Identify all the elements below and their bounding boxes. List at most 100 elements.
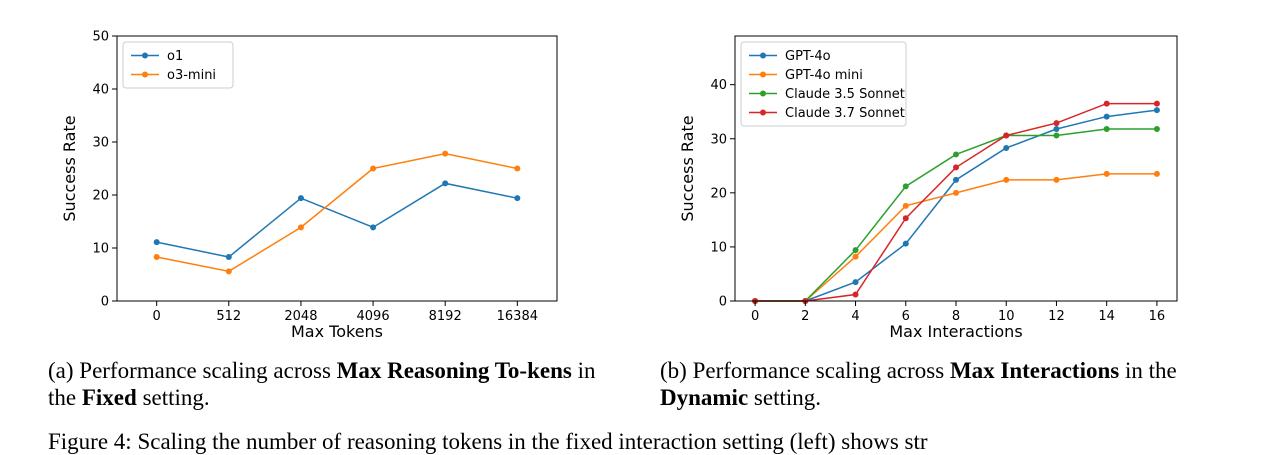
caption-left-prefix: (a) Performance scaling across [48, 358, 337, 383]
right-ytick-label: 10 [710, 240, 727, 255]
left-point-1-3 [370, 165, 377, 172]
right-xtick-label: 14 [1098, 309, 1115, 324]
right-series-line-0 [755, 109, 1158, 302]
caption-right-bold2: Dynamic [660, 385, 749, 410]
right-legend-label-3: Claude 3.7 Sonnet [785, 106, 905, 121]
right-point-3-6 [1053, 120, 1060, 127]
left-legend: o1 o3-mini [122, 41, 234, 89]
right-legend-marker-1 [760, 71, 766, 78]
right-point-1-7 [1103, 170, 1110, 177]
right-legend-marker-3 [760, 109, 766, 116]
left-xtick-label: 512 [216, 309, 241, 324]
right-xtick-label: 0 [751, 309, 759, 324]
left-legend-marker-0 [142, 52, 148, 59]
right-point-3-5 [1003, 132, 1010, 139]
left-xtick-label: 16384 [497, 309, 538, 324]
caption-right: (b) Performance scaling across Max Inter… [660, 357, 1250, 411]
left-y-ticks: 0 10 20 30 40 50 [92, 30, 117, 310]
left-series-line-0 [156, 182, 518, 258]
right-point-3-2 [852, 291, 859, 298]
left-point-1-0 [153, 254, 160, 261]
right-legend-label-2: Claude 3.5 Sonnet [785, 87, 905, 102]
right-point-1-8 [1153, 170, 1160, 177]
left-ytick-label: 40 [92, 83, 109, 98]
right-legend-marker-2 [760, 90, 766, 97]
left-point-1-4 [442, 150, 449, 157]
left-y-axis-label: Success Rate [60, 115, 79, 221]
right-series-line-3 [755, 102, 1157, 302]
right-ytick-label: 40 [710, 78, 727, 93]
caption-right-bold1: Max Interactions [949, 358, 1120, 383]
left-series-line-1 [156, 152, 518, 273]
right-point-0-2 [852, 279, 859, 286]
caption-left-suffix: setting. [136, 385, 210, 410]
caption-left: (a) Performance scaling across Max Reaso… [48, 357, 623, 411]
right-xtick-label: 16 [1149, 309, 1166, 324]
right-chart: 0 10 20 30 40 0 2 4 6 8 10 12 14 16 Max Interactions… [678, 35, 1178, 341]
left-ytick-label: 0 [101, 295, 109, 310]
left-legend-box [122, 41, 234, 89]
left-point-0-5 [514, 195, 521, 202]
caption-right-suffix: setting. [748, 385, 822, 410]
left-ytick-label: 10 [92, 242, 109, 257]
right-point-0-4 [953, 176, 959, 183]
left-point-0-0 [153, 239, 160, 246]
left-point-1-2 [297, 224, 304, 231]
right-series-markers [752, 100, 1160, 304]
right-legend: GPT-4o GPT-4o mini Claude 3.5 Sonnet Claude… [740, 41, 907, 127]
left-point-1-5 [514, 165, 521, 172]
right-point-2-4 [953, 151, 959, 158]
right-legend-label-1: GPT-4o mini [785, 68, 863, 83]
left-ytick-label: 50 [92, 30, 109, 45]
right-point-1-2 [852, 253, 859, 260]
left-ytick-label: 30 [92, 136, 109, 151]
left-legend-label-0: o1 [167, 49, 183, 64]
right-point-3-4 [953, 164, 959, 171]
caption-right-prefix: (b) Performance scaling across [660, 358, 950, 383]
right-ytick-label: 0 [719, 295, 727, 310]
caption-left-middle: in the [48, 358, 596, 410]
right-point-1-4 [953, 189, 959, 196]
left-point-1-1 [225, 268, 232, 275]
left-series-markers [153, 150, 521, 275]
right-point-3-8 [1153, 100, 1160, 107]
right-x-ticks: 0 2 4 6 8 10 12 14 16 [751, 301, 1165, 324]
left-legend-marker-1 [142, 71, 148, 78]
left-point-0-3 [370, 224, 377, 231]
right-point-0-3 [902, 240, 909, 247]
right-y-ticks: 0 10 20 30 40 [710, 78, 735, 310]
right-xtick-label: 12 [1048, 309, 1065, 324]
right-point-1-3 [902, 202, 909, 209]
left-xtick-label: 8192 [429, 309, 462, 324]
right-point-0-8 [1153, 107, 1160, 114]
right-xtick-label: 8 [952, 309, 960, 324]
right-legend-marker-0 [760, 52, 766, 59]
right-series-lines [755, 102, 1158, 302]
left-point-0-2 [297, 195, 304, 202]
right-ytick-label: 30 [710, 132, 727, 147]
right-ytick-label: 20 [710, 186, 727, 201]
left-point-0-1 [225, 254, 232, 261]
right-point-2-3 [902, 183, 909, 190]
right-point-0-5 [1003, 144, 1010, 151]
right-point-3-7 [1103, 100, 1110, 107]
caption-left-bold2: Fixed [81, 385, 137, 410]
left-ytick-label: 20 [92, 189, 109, 204]
caption-right-middle: in the [1119, 358, 1177, 383]
right-point-2-7 [1103, 126, 1110, 133]
right-point-1-6 [1053, 176, 1060, 183]
caption-left-bold1: Max Reasoning To-kens [336, 358, 572, 383]
right-point-1-5 [1003, 176, 1010, 183]
left-chart: 0 10 20 30 40 50 0 512 2048 4096 8192 16384 Max To… [60, 30, 558, 341]
left-plot-frame [116, 35, 558, 302]
right-legend-label-0: GPT-4o [785, 49, 831, 64]
left-x-axis-label: Max Tokens [291, 322, 383, 341]
left-x-ticks: 0 512 2048 4096 8192 16384 [153, 301, 538, 324]
right-y-axis-label: Success Rate [678, 115, 697, 221]
left-legend-label-1: o3-mini [167, 68, 216, 83]
right-point-2-6 [1053, 132, 1060, 139]
right-xtick-label: 6 [902, 309, 910, 324]
figure-caption-partial: Figure 4: Scaling the number of reasonin… [48, 429, 928, 454]
left-xtick-label: 0 [153, 309, 161, 324]
right-point-0-6 [1053, 126, 1060, 133]
